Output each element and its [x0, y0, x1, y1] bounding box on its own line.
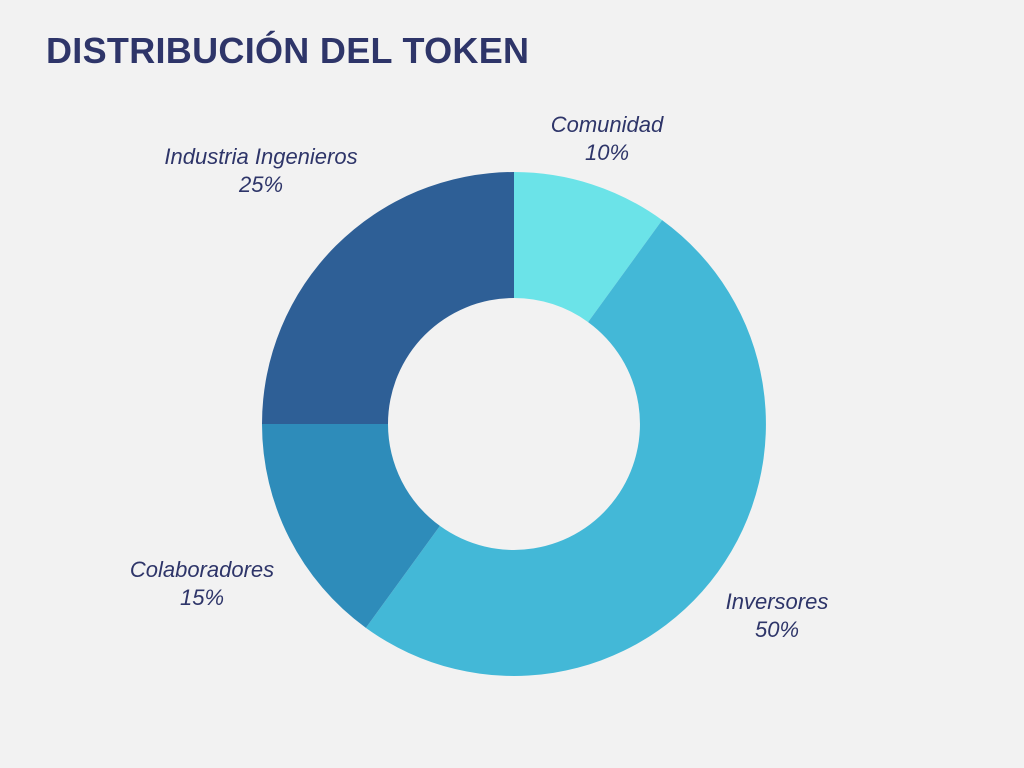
- slice-label-value: 10%: [585, 140, 629, 165]
- slice-label-name: Industria Ingenieros: [164, 144, 357, 169]
- slice-label-value: 50%: [755, 617, 799, 642]
- slice-label-name: Colaboradores: [130, 557, 274, 582]
- slice-label-name: Inversores: [726, 589, 829, 614]
- slice-label-name: Comunidad: [551, 112, 664, 137]
- slice-comunidad: [514, 172, 663, 323]
- slice-colaboradores: [262, 424, 440, 628]
- donut-slices: [262, 172, 766, 676]
- slice-labels: Comunidad 10% Inversores 50% Colaboradores 15…: [130, 112, 829, 642]
- slice-label-value: 25%: [238, 172, 283, 197]
- chart-title: DISTRIBUCIÓN DEL TOKEN: [46, 30, 530, 71]
- slice-industria-ingenieros: [262, 172, 514, 424]
- slice-inversores: [365, 220, 766, 676]
- slice-label-value: 15%: [180, 585, 224, 610]
